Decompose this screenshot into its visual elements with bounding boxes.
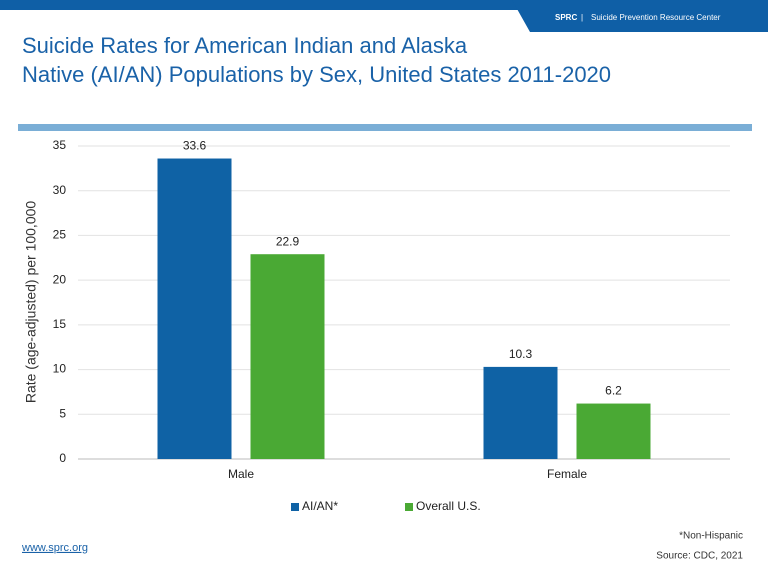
- y-tick-label: 10: [53, 362, 67, 376]
- legend-swatch: [405, 503, 413, 511]
- y-tick-label: 0: [59, 451, 66, 465]
- data-label: 22.9: [276, 234, 300, 248]
- bar: [250, 254, 325, 459]
- legend-label: AI/AN*: [302, 499, 338, 513]
- bar: [483, 366, 558, 459]
- source: Source: CDC, 2021: [656, 551, 743, 562]
- divider: [18, 124, 752, 131]
- y-tick-label: 25: [53, 228, 67, 242]
- data-label: 33.6: [183, 139, 207, 153]
- y-tick-label: 30: [53, 183, 67, 197]
- title-line: Native (AI/AN) Populations by Sex, Unite…: [22, 62, 611, 87]
- x-tick-label: Male: [228, 467, 254, 481]
- footnote: *Non-Hispanic: [679, 531, 743, 542]
- y-axis-label: Rate (age-adjusted) per 100,000: [23, 201, 39, 404]
- y-tick-label: 35: [53, 138, 67, 152]
- data-label: 6.2: [605, 384, 622, 398]
- separator: |: [581, 13, 583, 22]
- y-tick-label: 20: [53, 272, 67, 286]
- x-tick-label: Female: [547, 467, 587, 481]
- header-tab: [512, 0, 768, 32]
- title-line: Suicide Rates for American Indian and Al…: [22, 33, 468, 58]
- org-name: Suicide Prevention Resource Center: [591, 13, 721, 22]
- org-abbr: SPRC: [555, 13, 577, 22]
- top-band: [0, 0, 768, 10]
- legend-swatch: [291, 503, 299, 511]
- site-link[interactable]: www.sprc.org: [21, 542, 88, 554]
- y-tick-label: 5: [59, 406, 66, 420]
- bar: [576, 403, 651, 459]
- legend-label: Overall U.S.: [416, 499, 481, 513]
- site-url[interactable]: www.sprc.org: [21, 542, 88, 554]
- bar: [157, 158, 232, 459]
- data-label: 10.3: [509, 347, 533, 361]
- y-tick-label: 15: [53, 317, 67, 331]
